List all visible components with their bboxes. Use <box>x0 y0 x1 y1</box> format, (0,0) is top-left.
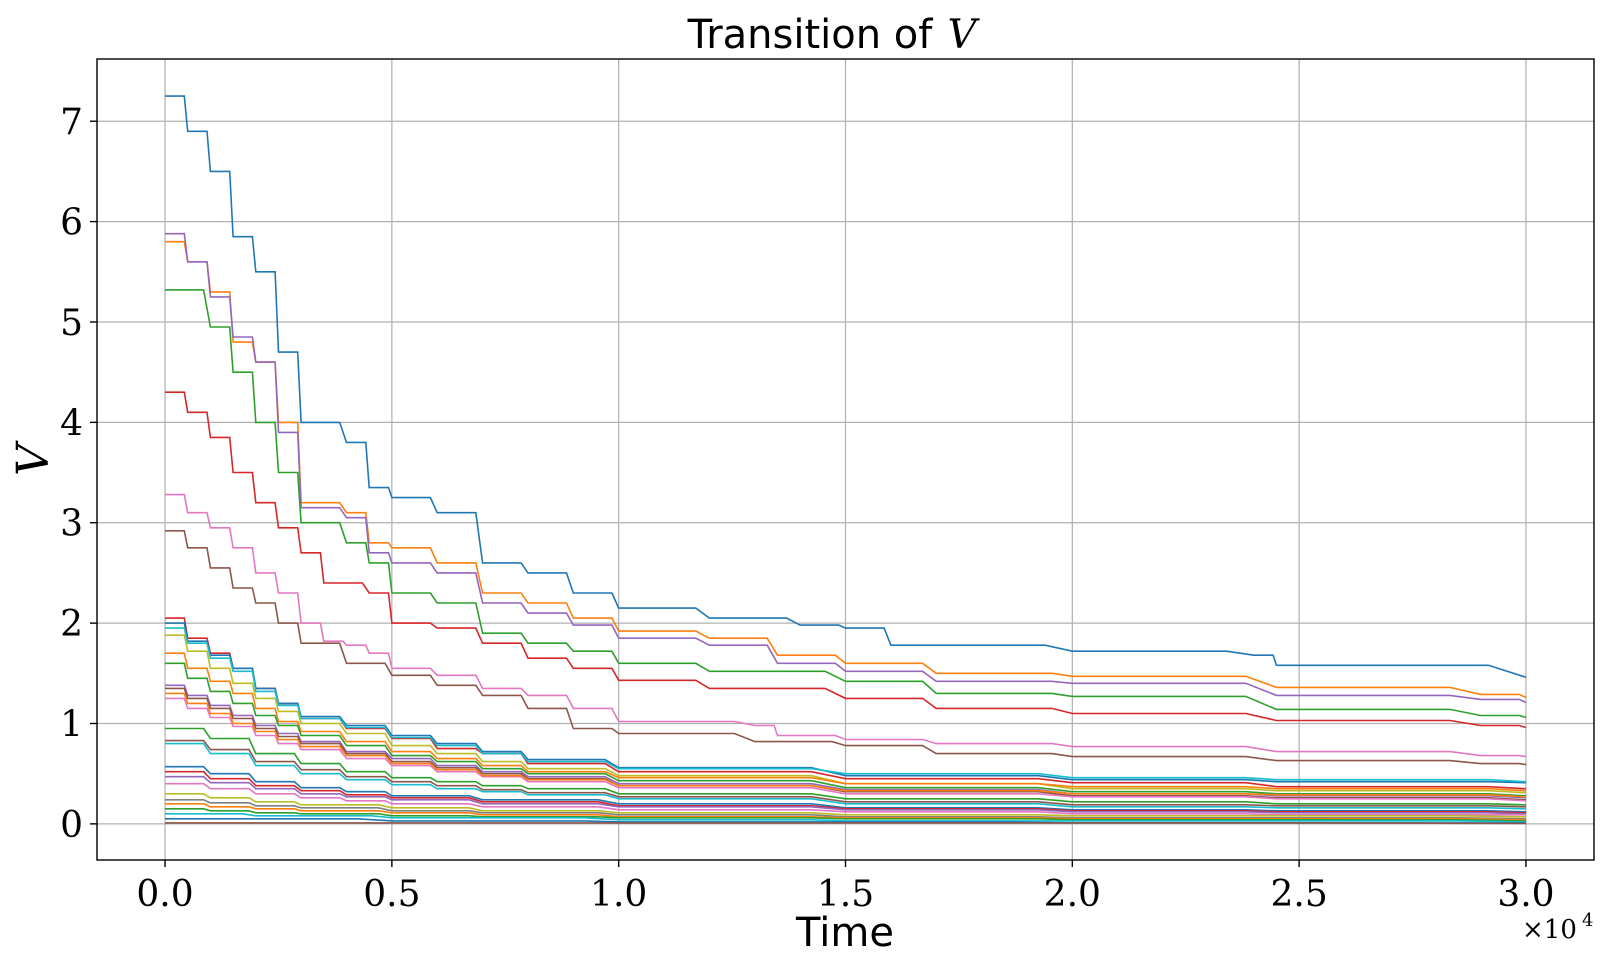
series-line-26 <box>165 803 1527 821</box>
x-tick-label-3: 1.5 <box>817 874 874 915</box>
series-line-13 <box>165 684 1527 799</box>
series-line-19 <box>165 739 1527 808</box>
grid-lines <box>97 59 1594 860</box>
x-offset-label: ×10 4 <box>1522 910 1593 945</box>
series-line-24 <box>165 793 1527 818</box>
x-tick-label-6: 3.0 <box>1497 874 1554 915</box>
series-line-20 <box>165 765 1527 813</box>
y-tick-label-0: 0 <box>60 805 83 846</box>
series-line-15 <box>165 697 1527 802</box>
series-line-5 <box>165 493 1527 758</box>
chart-title-text: Transition of <box>687 12 934 58</box>
x-tick-label-2: 1.0 <box>590 874 647 915</box>
series-line-6 <box>165 530 1527 766</box>
series-line-27 <box>165 808 1527 822</box>
series-line-16 <box>165 692 1527 798</box>
series-line-9 <box>165 627 1527 783</box>
series-line-3 <box>165 289 1527 719</box>
y-axis-label: V <box>8 440 59 476</box>
series-line-14 <box>165 687 1527 801</box>
x-axis-label: Time <box>795 910 894 956</box>
y-tick-label-5: 5 <box>60 303 83 344</box>
y-tick-label-1: 1 <box>60 704 83 745</box>
x-tick-label-5: 2.5 <box>1271 874 1328 915</box>
series-line-4 <box>165 391 1527 729</box>
x-offset-exponent: 4 <box>1582 910 1593 931</box>
series-line-22 <box>165 775 1527 815</box>
y-tick-label-6: 6 <box>60 203 83 244</box>
series-line-30 <box>165 822 1527 825</box>
y-tick-label-2: 2 <box>60 604 83 645</box>
series-line-21 <box>165 770 1527 814</box>
axis-ticks: 0.0 0.5 1.0 1.5 2.0 2.5 3.0 0 1 2 3 4 5 6 7 <box>60 102 1554 915</box>
series-line-18 <box>165 742 1527 810</box>
series-line-12 <box>165 662 1527 797</box>
chart-title: Transition of V <box>687 12 981 58</box>
x-tick-label-0: 0.0 <box>136 874 193 915</box>
series-line-0 <box>165 95 1527 679</box>
series-lines <box>165 95 1527 825</box>
y-tick-label-7: 7 <box>60 102 83 143</box>
series-line-23 <box>165 782 1526 816</box>
series-line-11 <box>165 652 1527 792</box>
series-line-2 <box>165 232 1527 704</box>
x-tick-label-4: 2.0 <box>1044 874 1101 915</box>
series-line-28 <box>165 813 1527 823</box>
chart-title-symbol: V <box>947 12 980 58</box>
y-tick-label-4: 4 <box>60 403 83 444</box>
x-offset-base: ×10 <box>1522 915 1577 945</box>
series-line-25 <box>165 799 1527 820</box>
series-line-17 <box>165 727 1527 806</box>
y-tick-label-3: 3 <box>60 504 83 545</box>
x-tick-label-1: 0.5 <box>363 874 420 915</box>
